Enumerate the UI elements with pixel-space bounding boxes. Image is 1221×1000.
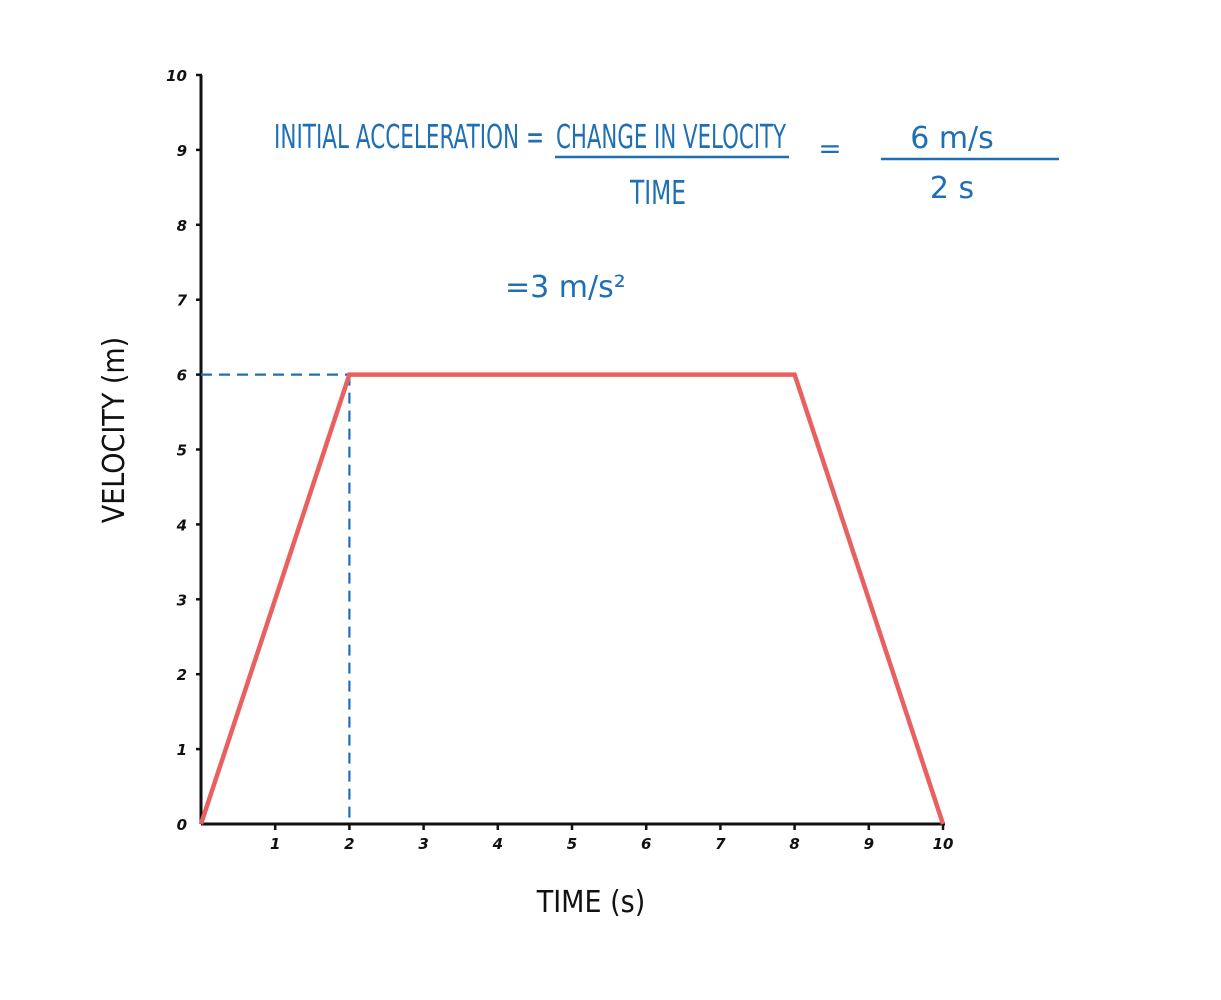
x-tick-label: 5 [567,835,577,853]
velocity-line [198,372,946,825]
annotation-equals: = [818,132,841,165]
axes [199,75,945,826]
x-tick-label: 3 [418,835,428,853]
y-tick-label: 4 [176,516,187,534]
ticks: 0 1 2 3 4 5 6 7 8 9 10 1 2 3 4 5 6 7 8 9 10 [166,67,953,853]
guide-lines [201,373,351,824]
x-tick-label: 9 [864,835,874,853]
data-series [198,372,946,825]
fraction2-numerator: 6 m/s [910,121,994,156]
y-tick-label: 6 [177,367,187,385]
y-tick-label: 0 [177,816,187,834]
y-tick-label: 1 [177,741,187,759]
fraction2-denominator: 2 s [930,171,974,206]
y-tick-label: 7 [177,292,188,310]
x-tick-label: 1 [270,835,280,853]
y-tick-label: 3 [177,591,187,609]
x-tick-label: 10 [933,835,954,853]
x-tick-label: 2 [344,835,354,853]
y-axis-title: VELOCITY (m) [97,337,132,523]
annotation-lhs: INITIAL ACCELERATION = [274,117,544,156]
fraction1-denominator: TIME [629,173,686,212]
x-tick-label: 4 [492,835,503,853]
annotation-result: =3 m/s² [505,270,626,305]
y-tick-label: 8 [177,217,187,235]
acceleration-annotation: INITIAL ACCELERATION = CHANGE IN VELOCIT… [274,117,1059,305]
x-tick-label: 6 [641,835,651,853]
y-tick-label: 9 [177,142,187,160]
x-tick-label: 7 [715,835,726,853]
x-axis-title: TIME (s) [536,885,645,920]
fraction1-numerator: CHANGE IN VELOCITY [556,117,787,156]
y-tick-label: 10 [166,67,187,85]
x-tick-label: 8 [789,835,799,853]
y-tick-label: 5 [177,442,187,460]
y-tick-label: 2 [177,666,187,684]
